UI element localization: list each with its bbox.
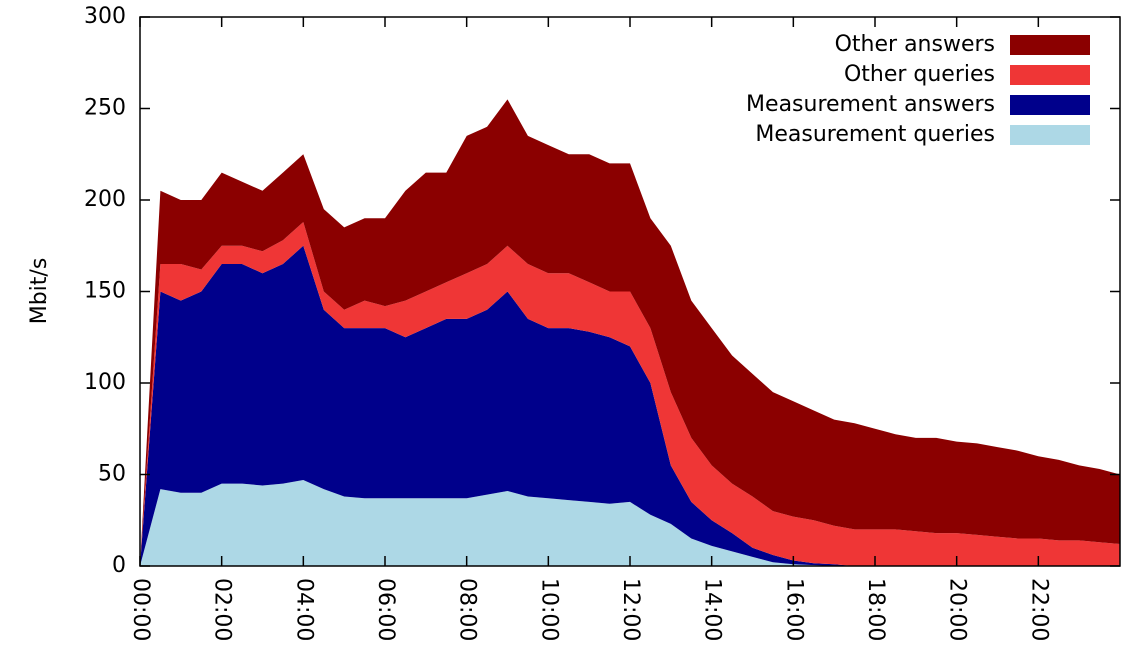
area [140, 222, 1120, 566]
x-tick-label: 00:00 [128, 578, 153, 641]
x-tick-label: 22:00 [1026, 578, 1051, 641]
x-tick-label: 04:00 [291, 578, 316, 641]
legend-label: Measurement answers [746, 92, 995, 117]
x-tick-label: 12:00 [618, 578, 643, 641]
legend-swatch [1010, 125, 1090, 145]
x-tick-label: 02:00 [210, 578, 235, 641]
y-tick-label: 0 [112, 553, 126, 578]
x-tick-label: 10:00 [536, 578, 561, 641]
legend-label: Other answers [835, 32, 995, 57]
y-tick-label: 250 [84, 96, 126, 121]
x-tick-label: 20:00 [945, 578, 970, 641]
y-tick-label: 300 [84, 4, 126, 29]
legend-label: Other queries [844, 62, 995, 87]
x-tick-label: 18:00 [863, 578, 888, 641]
y-tick-label: 100 [84, 370, 126, 395]
legend-swatch [1010, 35, 1090, 55]
x-tick-label: 14:00 [700, 578, 725, 641]
y-tick-label: 200 [84, 187, 126, 212]
legend-swatch [1010, 95, 1090, 115]
area [140, 99, 1120, 567]
x-tick-label: 08:00 [455, 578, 480, 641]
y-axis-label: Mbit/s [27, 258, 52, 325]
x-tick-label: 16:00 [781, 578, 806, 641]
legend-label: Measurement queries [755, 122, 995, 147]
area [140, 245, 1120, 567]
legend-swatch [1010, 65, 1090, 85]
y-tick-label: 150 [84, 279, 126, 304]
x-tick-label: 06:00 [373, 578, 398, 641]
area [140, 480, 1120, 566]
y-tick-label: 50 [98, 462, 126, 487]
